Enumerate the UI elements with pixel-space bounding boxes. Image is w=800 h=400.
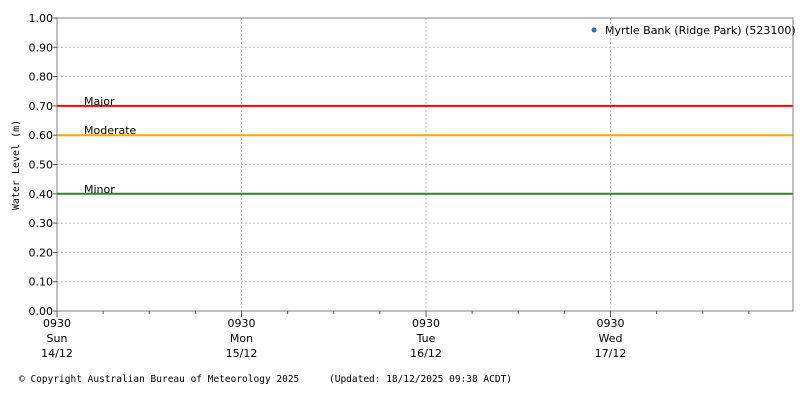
copyright-text: © Copyright Australian Bureau of Meteoro… [19,374,300,385]
x-axis: 0930 Sun 14/12 0930 Mon 15/12 0930 Tue 16/12 0930… [41,311,750,360]
x-tick-label-time: 0930 [43,317,71,330]
threshold-label-major: Major [84,95,115,108]
x-tick-label-time: 0930 [412,317,440,330]
y-tick-label: 0.30 [29,217,54,230]
legend: Myrtle Bank (Ridge Park) (523100) [591,24,796,37]
y-tick-label: 0.20 [29,246,54,259]
legend-entry: Myrtle Bank (Ridge Park) (523100) [605,24,796,37]
x-tick-label-date: 14/12 [41,347,73,360]
x-tick-label-date: 16/12 [410,347,442,360]
x-tick-label-time: 0930 [228,317,256,330]
x-tick-label-day: Wed [599,332,623,345]
y-tick-label: 0.40 [29,188,54,201]
x-tick-label-day: Sun [47,332,68,345]
threshold-lines: Major Moderate Minor [57,95,793,196]
y-tick-label: 0.90 [29,41,54,54]
y-tick-label: 1.00 [29,12,54,25]
threshold-label-moderate: Moderate [84,124,137,137]
x-tick-label-date: 17/12 [595,347,627,360]
grid [57,18,793,311]
y-tick-label: 0.10 [29,276,54,289]
x-tick-label-day: Tue [416,332,436,345]
x-tick-label-time: 0930 [597,317,625,330]
y-tick-label: 0.60 [29,129,54,142]
y-tick-label: 0.80 [29,71,54,84]
x-tick-label-date: 15/12 [226,347,258,360]
threshold-label-minor: Minor [84,183,115,196]
y-tick-label: 0.70 [29,100,54,113]
updated-timestamp: (Updated: 18/12/2025 09:38 ACDT) [329,374,513,385]
y-tick-label: 0.50 [29,159,54,172]
legend-marker [591,27,597,33]
y-tick-label: 0.00 [29,305,54,318]
x-tick-label-day: Mon [230,332,253,345]
y-axis-title: Water Level (m) [11,120,22,210]
y-axis: 0.00 0.10 0.20 0.30 0.40 0.50 0.60 0.70 0.80 0.90… [29,12,57,318]
